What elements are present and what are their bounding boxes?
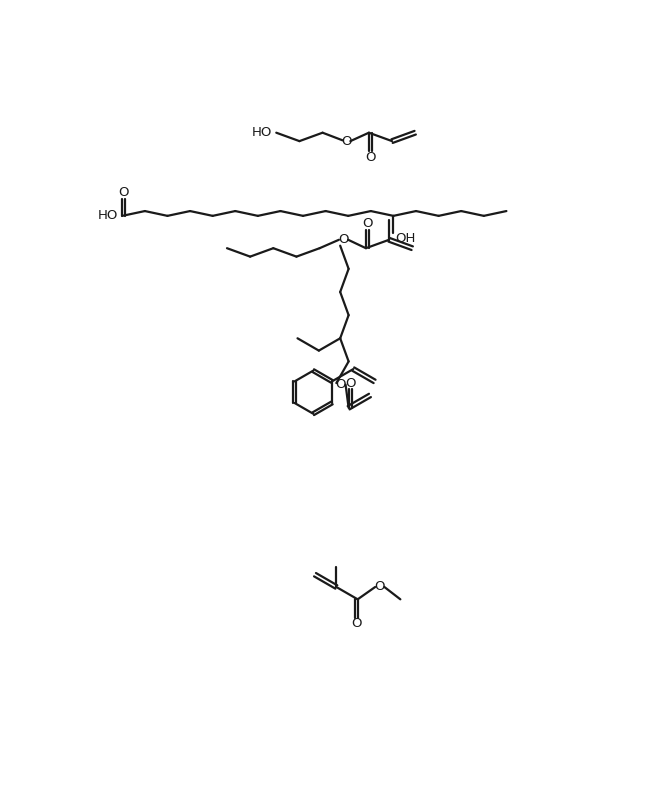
Text: O: O [341,134,352,148]
Text: O: O [365,151,375,164]
Text: O: O [375,580,385,593]
Text: HO: HO [97,210,117,222]
Text: O: O [338,233,349,246]
Text: O: O [335,378,346,391]
Text: HO: HO [252,126,272,139]
Text: O: O [362,217,373,230]
Text: O: O [351,618,361,630]
Text: O: O [345,377,355,389]
Text: OH: OH [395,232,415,246]
Text: O: O [119,186,129,199]
